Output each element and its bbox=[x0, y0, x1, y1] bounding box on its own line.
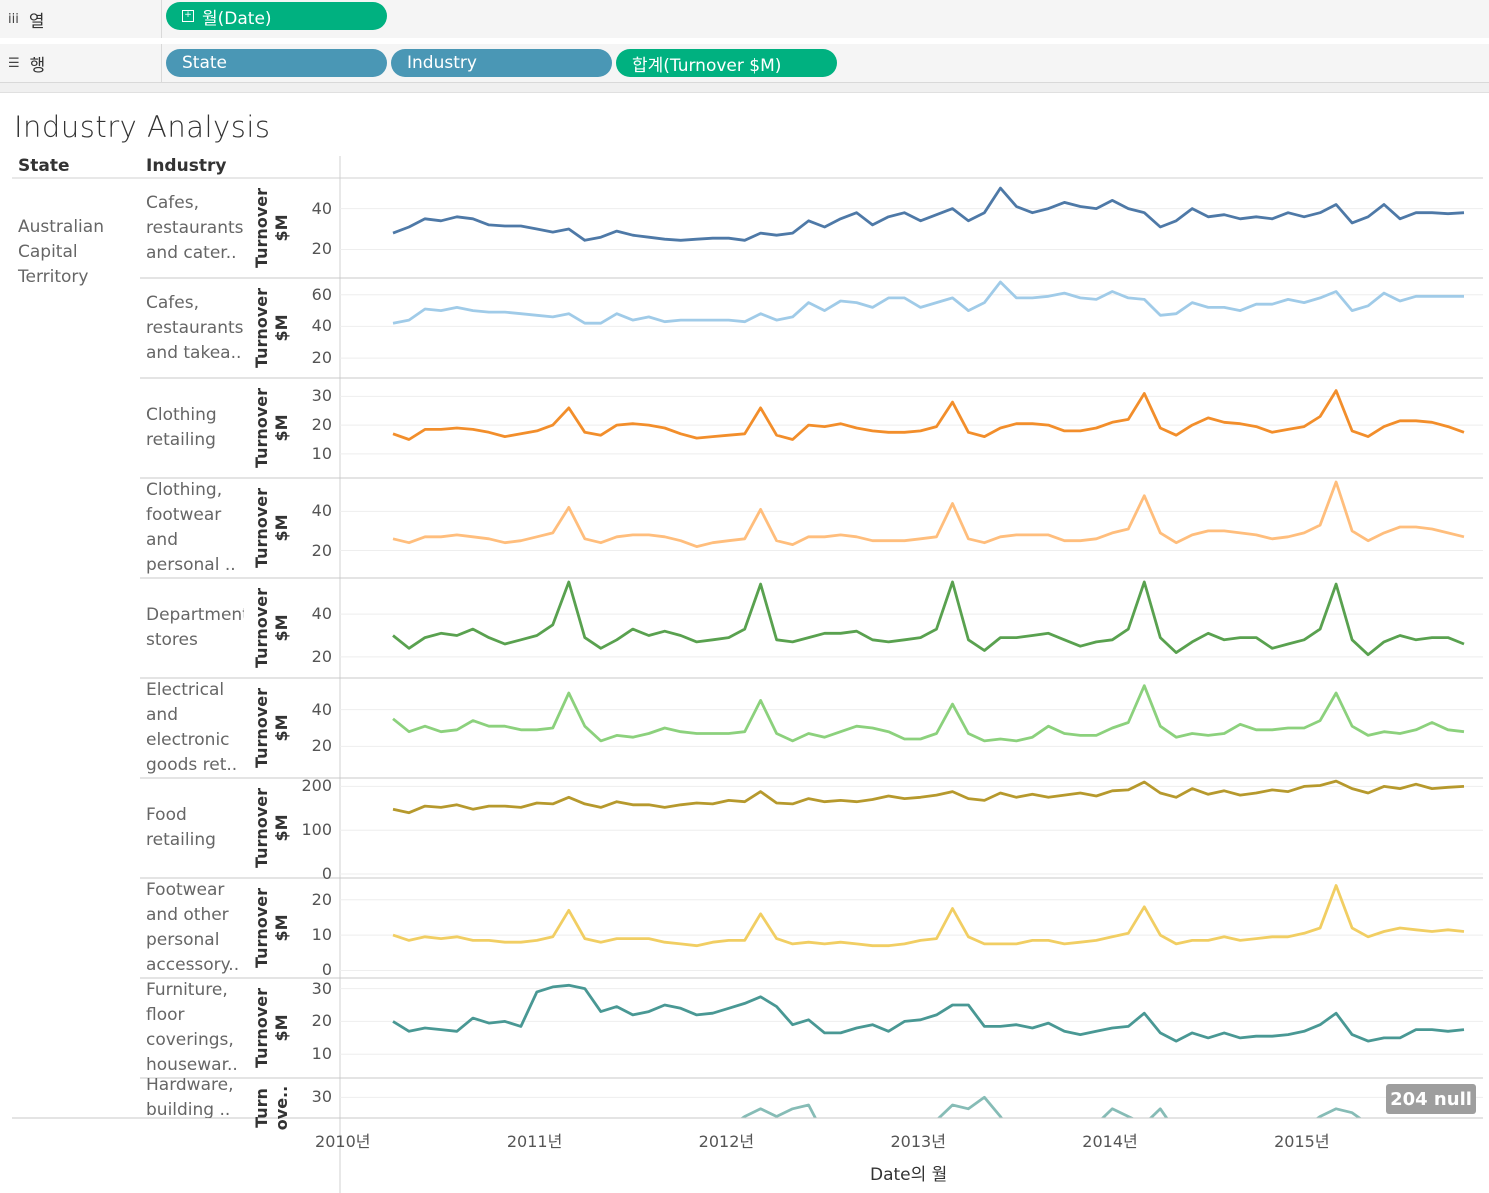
y-tick-label: 40 bbox=[311, 501, 332, 521]
x-tick-label: 2010년 bbox=[315, 1132, 371, 1151]
industry-label-text: Cafes, restaurants and takea.. bbox=[146, 292, 244, 363]
x-axis-title[interactable]: Date의 월 bbox=[870, 1165, 948, 1185]
rows-shelf-label: ☰ 행 bbox=[0, 44, 162, 82]
y-axis-title[interactable]: Turnover $M bbox=[252, 788, 291, 868]
y-tick-label: 10 bbox=[311, 1044, 332, 1064]
y-tick-label: 100 bbox=[301, 820, 332, 840]
turnover-sum-pill-label: 합계(Turnover $M) bbox=[632, 55, 782, 76]
series-line bbox=[392, 480, 1465, 548]
industry-label-text: Clothing retailing bbox=[146, 405, 217, 450]
industry-label-text: Clothing, footwear and personal .. bbox=[146, 480, 236, 575]
x-tick-label: 2015년 bbox=[1274, 1132, 1330, 1151]
y-axis-title[interactable]: Turn ove.. bbox=[252, 1085, 291, 1131]
y-tick-label: 20 bbox=[311, 239, 332, 259]
series-line bbox=[392, 983, 1465, 1043]
industry-label[interactable]: Cafes, restaurants and takea.. bbox=[146, 278, 244, 378]
expand-icon[interactable]: + bbox=[182, 10, 194, 22]
industry-label[interactable]: Footwear and other personal accessory.. bbox=[146, 878, 244, 978]
industry-label[interactable]: Food retailing bbox=[146, 778, 244, 878]
industry-label[interactable]: Clothing retailing bbox=[146, 378, 244, 478]
x-tick-label: 2011년 bbox=[506, 1132, 563, 1151]
x-tick-label: 2014년 bbox=[1082, 1132, 1138, 1151]
industry-label[interactable]: Furniture, floor coverings, housewar.. bbox=[146, 978, 244, 1078]
y-tick-label: 20 bbox=[311, 736, 332, 756]
date-month-pill-label: 월(Date) bbox=[202, 8, 272, 29]
rows-icon: ☰ bbox=[8, 55, 20, 71]
x-tick-label: 2013년 bbox=[890, 1132, 946, 1151]
y-tick-label: 40 bbox=[311, 198, 332, 218]
y-tick-label: 40 bbox=[311, 699, 332, 719]
y-tick-label: 20 bbox=[311, 415, 332, 435]
y-axis-title[interactable]: Turnover $M bbox=[252, 188, 291, 268]
y-tick-label: 0 bbox=[321, 864, 332, 883]
y-tick-label: 20 bbox=[311, 889, 332, 909]
date-month-pill[interactable]: + 월(Date) bbox=[166, 2, 387, 30]
view-title: Industry Analysis bbox=[14, 110, 271, 144]
y-tick-label: 200 bbox=[301, 776, 332, 796]
industry-label-text: Furniture, floor coverings, housewar.. bbox=[146, 980, 238, 1075]
industry-label-text: Food retailing bbox=[146, 805, 216, 850]
industry-label[interactable]: Cafes, restaurants and cater.. bbox=[146, 178, 244, 278]
y-axis-title[interactable]: Turnover $M bbox=[252, 488, 291, 568]
columns-shelf-label: iii 열 bbox=[0, 0, 162, 38]
industry-pill-label: Industry bbox=[407, 53, 477, 73]
columns-shelf-text: 열 bbox=[28, 11, 45, 32]
industry-pill[interactable]: Industry bbox=[391, 49, 612, 77]
series-line bbox=[392, 389, 1465, 441]
y-tick-label: 20 bbox=[311, 646, 332, 666]
industry-label[interactable]: Electrical and electronic goods ret.. bbox=[146, 678, 244, 778]
null-indicator-badge[interactable]: 204 null bbox=[1386, 1084, 1476, 1114]
y-tick-label: 40 bbox=[311, 316, 332, 336]
state-column-header[interactable]: State bbox=[18, 156, 70, 176]
series-line bbox=[392, 186, 1465, 242]
y-tick-label: 60 bbox=[311, 284, 332, 304]
y-axis-title[interactable]: Turnover $M bbox=[252, 288, 291, 368]
y-tick-label: 10 bbox=[311, 925, 332, 945]
industry-column-header[interactable]: Industry bbox=[146, 156, 227, 176]
y-tick-label: 30 bbox=[311, 386, 332, 406]
rows-shelf-text: 행 bbox=[29, 55, 46, 76]
y-tick-label: 20 bbox=[311, 540, 332, 560]
y-tick-label: 20 bbox=[311, 1011, 332, 1031]
industry-label[interactable]: Department stores bbox=[146, 578, 244, 678]
industry-label-text: Hardware, building .. bbox=[146, 1078, 234, 1118]
series-line bbox=[392, 884, 1465, 948]
industry-label[interactable]: Hardware, building .. bbox=[146, 1078, 244, 1118]
y-tick-label: 40 bbox=[311, 604, 332, 624]
state-value-label[interactable]: Australian Capital Territory bbox=[18, 217, 104, 287]
turnover-sum-pill[interactable]: 합계(Turnover $M) bbox=[616, 49, 837, 77]
industry-label-text: Department stores bbox=[146, 605, 244, 650]
y-tick-label: 30 bbox=[311, 1087, 332, 1107]
columns-icon: iii bbox=[8, 11, 19, 27]
y-axis-title[interactable]: Turnover $M bbox=[252, 988, 291, 1068]
series-line bbox=[392, 580, 1465, 657]
series-line bbox=[392, 280, 1464, 325]
y-tick-label: 0 bbox=[321, 960, 332, 980]
industry-label-text: Electrical and electronic goods ret.. bbox=[146, 680, 238, 775]
industry-label-text: Footwear and other personal accessory.. bbox=[146, 880, 240, 975]
y-axis-title[interactable]: Turnover $M bbox=[252, 588, 291, 668]
y-axis-title[interactable]: Turnover $M bbox=[252, 688, 291, 768]
industry-label[interactable]: Clothing, footwear and personal .. bbox=[146, 478, 244, 578]
x-tick-label: 2012년 bbox=[698, 1132, 755, 1151]
industry-label-text: Cafes, restaurants and cater.. bbox=[146, 192, 244, 263]
rows-shelf: ☰ 행 State Industry 합계(Turnover $M) bbox=[0, 44, 1489, 83]
series-line bbox=[392, 684, 1465, 743]
state-pill[interactable]: State bbox=[166, 49, 387, 77]
y-tick-label: 30 bbox=[311, 978, 332, 998]
state-pill-label: State bbox=[182, 53, 227, 73]
y-axis-title[interactable]: Turnover $M bbox=[252, 888, 291, 968]
y-tick-label: 20 bbox=[311, 348, 332, 368]
series-line bbox=[392, 779, 1465, 815]
y-axis-title[interactable]: Turnover $M bbox=[252, 388, 291, 468]
y-tick-label: 10 bbox=[311, 443, 332, 463]
